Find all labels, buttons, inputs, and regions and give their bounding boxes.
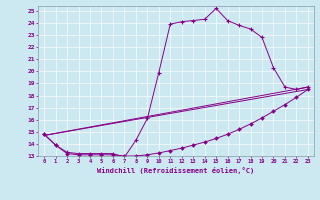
X-axis label: Windchill (Refroidissement éolien,°C): Windchill (Refroidissement éolien,°C) [97, 167, 255, 174]
